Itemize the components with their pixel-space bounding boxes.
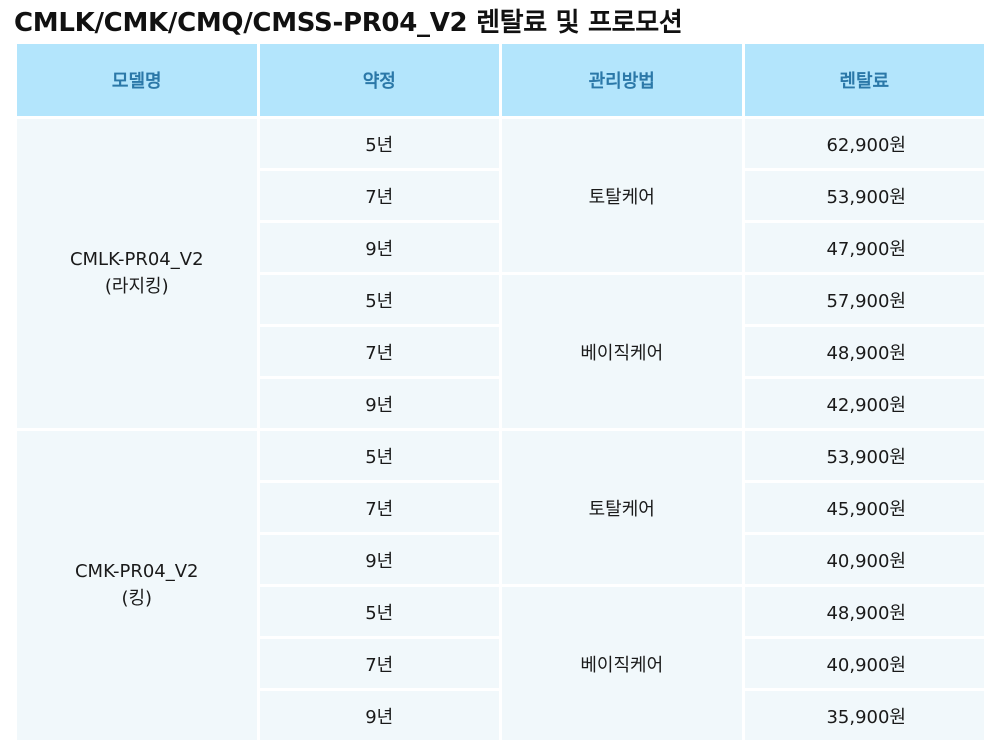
table-row: 7년 45,900원	[17, 483, 984, 532]
term-cell: 9년	[259, 691, 499, 740]
table-row: 5년 베이직케어 57,900원	[17, 275, 984, 428]
price-cell: 40,900원	[744, 639, 984, 688]
price-cell: 47,900원	[744, 223, 984, 272]
rental-price-table: 모델명 약정 관리방법 렌탈료 CMLK-PR04_V2 (라지킹) 5년 토탈…	[14, 41, 987, 743]
table-row: 9년 47,900원	[17, 223, 984, 272]
term-cell: 5년	[259, 587, 499, 636]
model-name-cell: CMLK-PR04_V2 (라지킹)	[17, 119, 257, 428]
care-method-cell: 토탈케어	[502, 431, 742, 584]
price-cell: 40,900원	[744, 535, 984, 584]
term-cell: 5년	[259, 119, 499, 168]
table-row: CMK-PR04_V2 (킹) 5년 토탈케어 53,900원	[17, 431, 984, 740]
header-term: 약정	[259, 44, 499, 116]
price-cell: 48,900원	[744, 587, 984, 636]
term-cell: 7년	[259, 171, 499, 220]
table-row: CMLK-PR04_V2 (라지킹) 5년 토탈케어 62,900원	[17, 119, 984, 428]
term-cell: 7년	[259, 639, 499, 688]
table-header-row: 모델명 약정 관리방법 렌탈료	[17, 44, 984, 116]
table-row: 9년 40,900원	[17, 535, 984, 584]
header-care-method: 관리방법	[502, 44, 742, 116]
table-row: 7년 40,900원	[17, 639, 984, 688]
table-row: 7년 53,900원	[17, 171, 984, 220]
model-subname: (라지킹)	[104, 275, 169, 297]
header-rental-fee: 렌탈료	[744, 44, 984, 116]
model-name-cell: CMK-PR04_V2 (킹)	[17, 431, 257, 740]
price-cell: 62,900원	[744, 119, 984, 168]
term-cell: 5년	[259, 275, 499, 324]
price-cell: 57,900원	[744, 275, 984, 324]
table-row: 9년 35,900원	[17, 691, 984, 740]
price-cell: 53,900원	[744, 431, 984, 480]
term-cell: 9년	[259, 223, 499, 272]
price-cell: 48,900원	[744, 327, 984, 376]
header-model: 모델명	[17, 44, 257, 116]
table-row: 9년 42,900원	[17, 379, 984, 428]
term-cell: 5년	[259, 431, 499, 480]
price-cell: 35,900원	[744, 691, 984, 740]
term-cell: 9년	[259, 379, 499, 428]
price-cell: 45,900원	[744, 483, 984, 532]
model-name: CMK-PR04_V2	[74, 561, 199, 583]
price-cell: 42,900원	[744, 379, 984, 428]
care-method-cell: 베이직케어	[502, 587, 742, 740]
term-cell: 9년	[259, 535, 499, 584]
price-cell: 53,900원	[744, 171, 984, 220]
model-subname: (킹)	[121, 587, 153, 609]
term-cell: 7년	[259, 327, 499, 376]
care-method-cell: 베이직케어	[502, 275, 742, 428]
table-row: 5년 베이직케어 48,900원	[17, 587, 984, 740]
term-cell: 7년	[259, 483, 499, 532]
table-row: 7년 48,900원	[17, 327, 984, 376]
page-title: CMLK/CMK/CMQ/CMSS-PR04_V2 렌탈료 및 프로모션	[14, 8, 683, 38]
model-name: CMLK-PR04_V2	[69, 249, 204, 271]
care-method-cell: 토탈케어	[502, 119, 742, 272]
